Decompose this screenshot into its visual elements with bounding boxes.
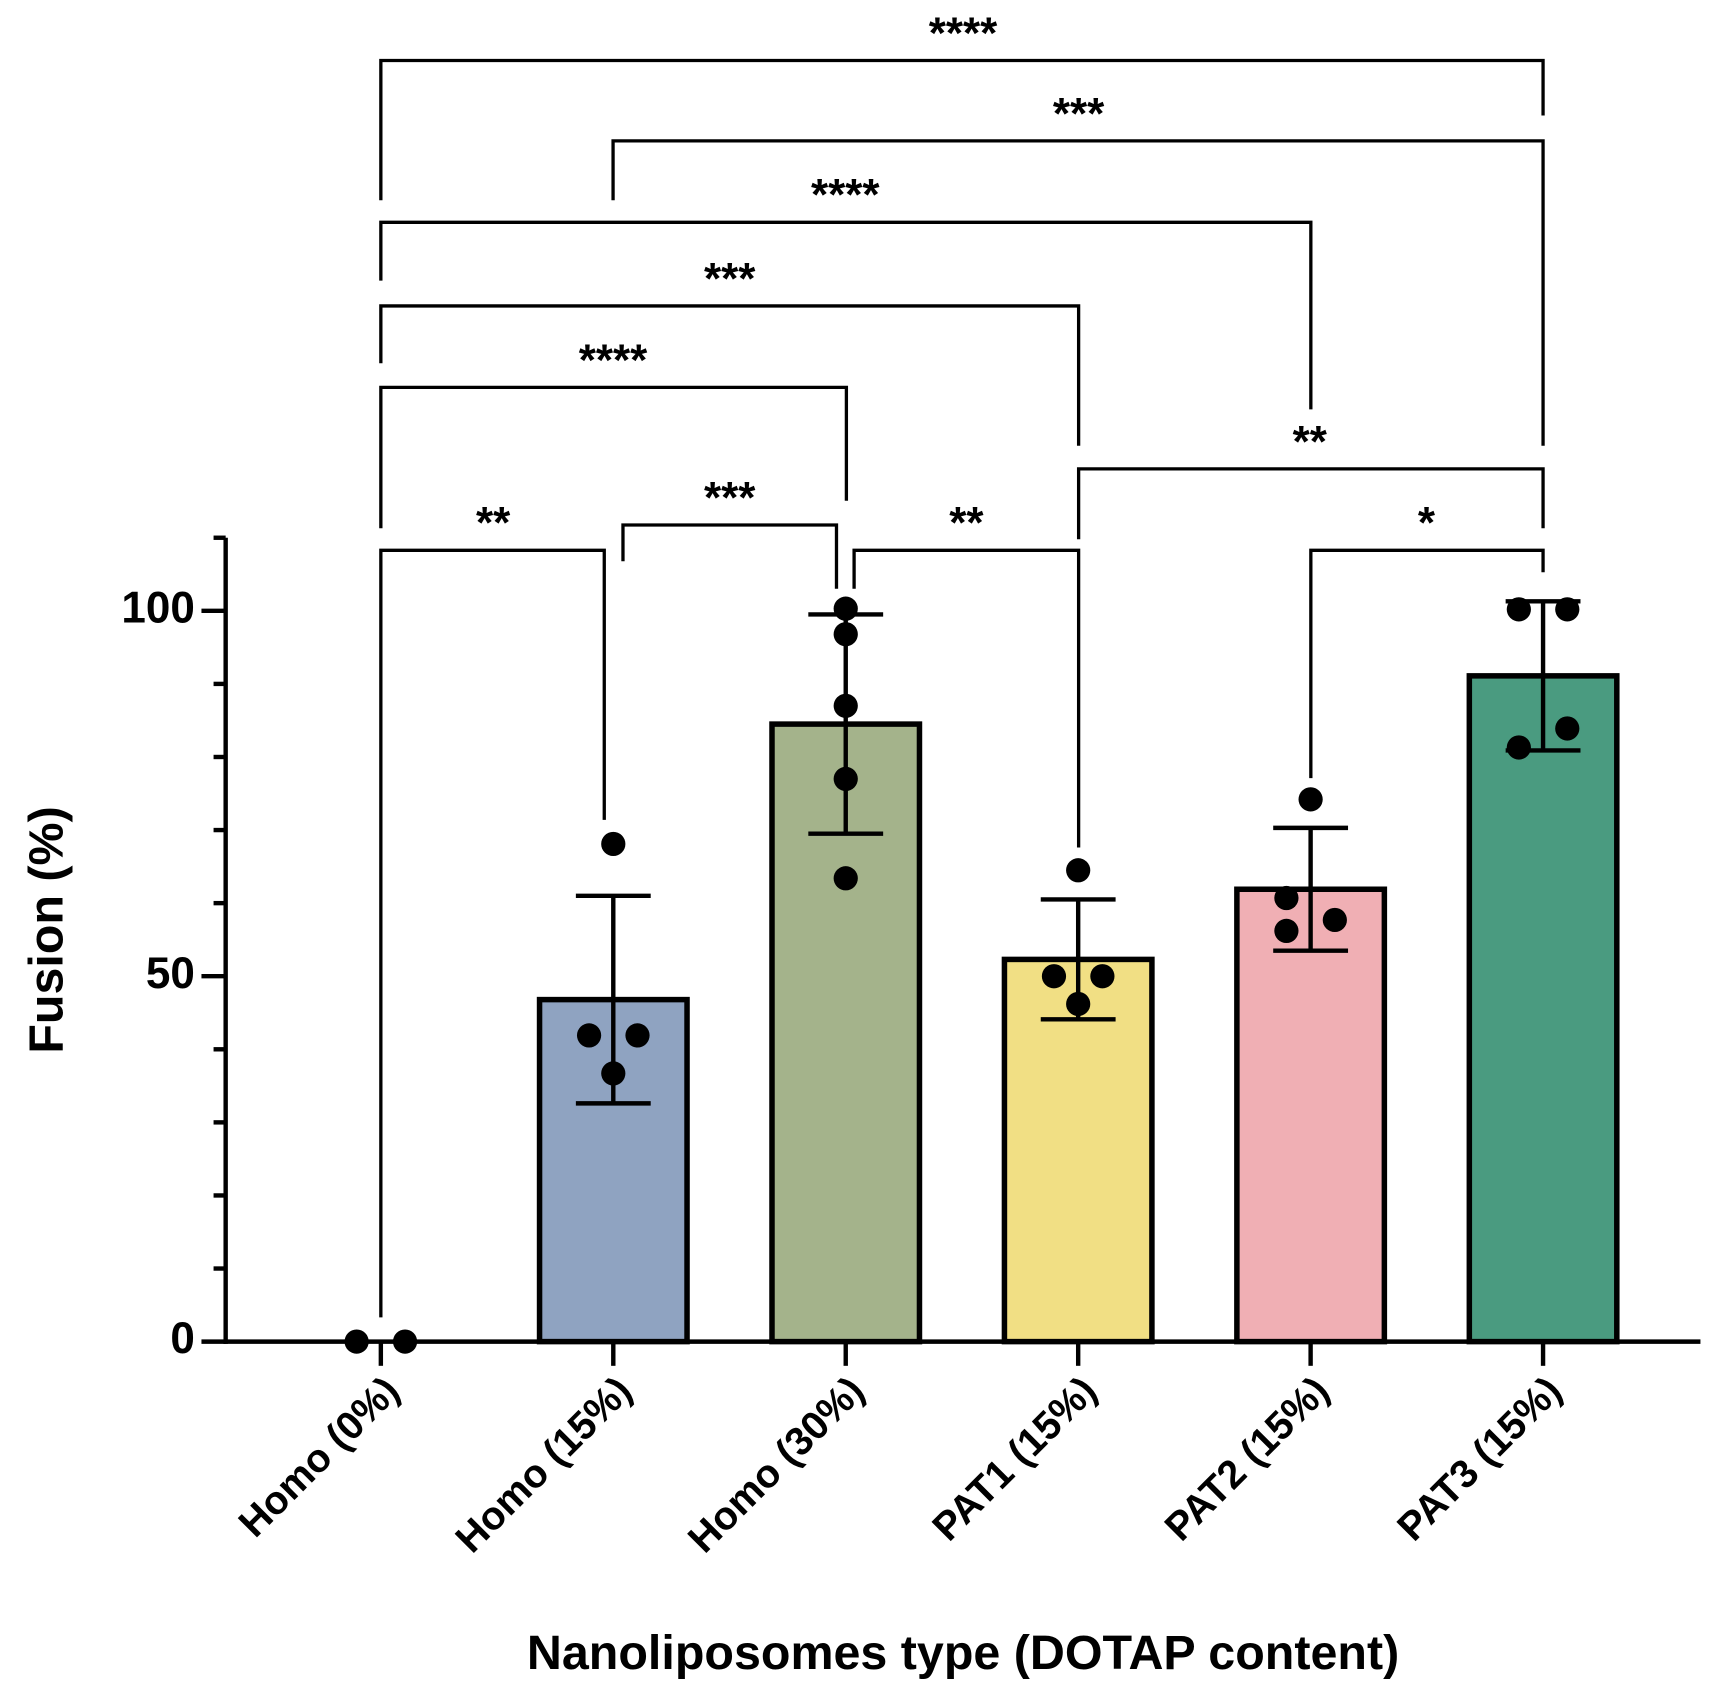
bar	[1234, 886, 1388, 1345]
data-point	[392, 1329, 418, 1354]
data-point	[601, 831, 626, 857]
data-point	[1322, 907, 1347, 933]
data-point	[1506, 597, 1531, 622]
x-tick-label: PAT2 (15%)	[1157, 1368, 1338, 1549]
data-point	[1090, 964, 1115, 989]
significance-label: ***	[704, 254, 756, 303]
significance-bracket	[379, 385, 849, 529]
significance-bracket	[1309, 548, 1545, 779]
bar	[1466, 673, 1620, 1345]
data-point	[1066, 991, 1091, 1017]
significance-label: ***	[1053, 89, 1105, 138]
x-tick-label: Homo (30%)	[680, 1368, 873, 1561]
data-point	[833, 622, 858, 647]
x-tick-label: Homo (15%)	[447, 1368, 640, 1561]
data-point	[833, 866, 858, 891]
significance-label: ****	[811, 171, 880, 220]
data-point	[1066, 858, 1091, 883]
y-tick-label: 0	[170, 1314, 194, 1363]
significance-bracket	[621, 523, 839, 589]
y-axis-title: Fusion (%)	[19, 806, 73, 1053]
significance-label: ***	[704, 473, 756, 522]
significance-bracket	[1076, 467, 1545, 540]
data-point	[1041, 964, 1067, 989]
significance-bracket	[611, 139, 1545, 446]
significance-label: **	[949, 499, 984, 548]
significance-bracket	[379, 220, 1313, 410]
data-point	[833, 693, 858, 718]
data-point	[1555, 716, 1580, 741]
significance-bracket	[379, 304, 1081, 446]
significance-label: **	[1293, 417, 1328, 466]
x-tick-label: Homo (0%)	[230, 1368, 407, 1545]
x-axis-title: Nanoliposomes type (DOTAP content)	[527, 1626, 1399, 1680]
data-point	[1274, 885, 1299, 911]
data-point	[1298, 787, 1323, 812]
data-point	[601, 1061, 626, 1086]
data-point	[1274, 918, 1299, 944]
significance-label: *	[1418, 499, 1436, 548]
significance-label: **	[476, 499, 511, 548]
data-point	[1506, 735, 1531, 760]
bar	[536, 996, 690, 1345]
data-point	[1555, 597, 1580, 622]
data-point	[344, 1329, 369, 1354]
significance-bracket	[379, 58, 1545, 201]
y-tick-label: 50	[146, 949, 195, 998]
data-point	[833, 596, 858, 621]
significance-bracket	[852, 548, 1081, 848]
x-tick-label: PAT3 (15%)	[1389, 1368, 1570, 1549]
significance-label: ****	[929, 9, 998, 58]
y-tick-label: 100	[121, 583, 194, 632]
significance-label: ****	[579, 336, 648, 385]
significance-bracket	[379, 548, 606, 1318]
data-point	[833, 766, 858, 792]
x-tick-label: PAT1 (15%)	[924, 1368, 1105, 1549]
data-point	[576, 1023, 602, 1048]
data-point	[625, 1023, 650, 1048]
